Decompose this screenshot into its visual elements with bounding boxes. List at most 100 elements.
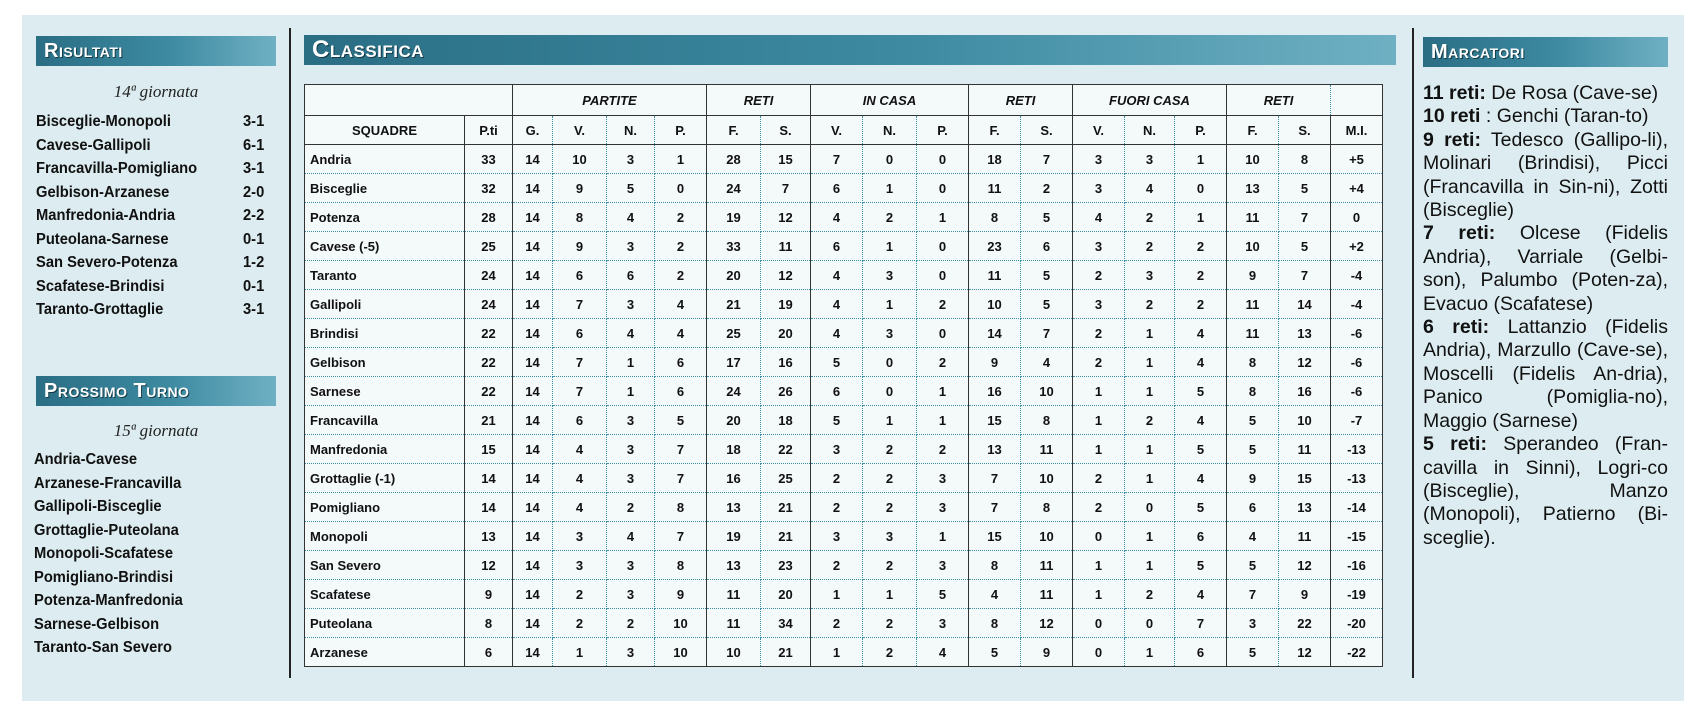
risultato-match: San Severo-Potenza [36, 254, 178, 271]
stat-cell: 7 [968, 463, 1021, 493]
stat-cell: 6 [654, 376, 707, 406]
stat-cell: 2 [862, 434, 917, 464]
stat-cell: 14 [512, 405, 553, 435]
stat-cell: 1 [916, 521, 969, 551]
stat-cell: 3 [916, 608, 969, 638]
stat-cell: 2 [862, 608, 917, 638]
stat-cell: 0 [1072, 608, 1125, 638]
column-header: N. [1124, 115, 1175, 145]
stat-cell: 2 [862, 202, 917, 232]
stat-cell: 5 [1278, 173, 1331, 203]
column-header: V. [810, 115, 863, 145]
stat-cell: 10 [968, 289, 1021, 319]
stat-cell: 22 [464, 318, 513, 348]
team-name: Gelbison [304, 347, 465, 377]
stat-cell: 4 [552, 463, 607, 493]
stat-cell: 2 [1072, 260, 1125, 290]
stat-cell: 5 [810, 405, 863, 435]
stat-cell: 9 [968, 347, 1021, 377]
stat-cell: 0 [862, 376, 917, 406]
stat-cell: 7 [1278, 202, 1331, 232]
stat-cell: 6 [810, 173, 863, 203]
stat-cell: 9 [1020, 637, 1073, 667]
stat-cell: 14 [464, 463, 513, 493]
classifica-table: PARTITE RETI IN CASA RETI FUORI CASA RETI SQUA… [304, 84, 1383, 667]
stat-cell: 0 [862, 144, 917, 174]
column-header: S. [760, 115, 811, 145]
stat-cell: 2 [606, 608, 655, 638]
stat-cell: 0 [916, 231, 969, 261]
team-name: Arzanese [304, 637, 465, 667]
stat-cell: 21 [706, 289, 761, 319]
stat-cell: 8 [654, 492, 707, 522]
stat-cell: 5 [1278, 231, 1331, 261]
team-name: Gallipoli [304, 289, 465, 319]
stat-cell: 1 [916, 202, 969, 232]
stat-cell: 12 [1278, 550, 1331, 580]
stat-cell: 11 [1020, 434, 1073, 464]
team-name: Manfredonia [304, 434, 465, 464]
stat-cell: 2 [916, 289, 969, 319]
stat-cell: 3 [606, 637, 655, 667]
prossimo-match: Sarnese-Gelbison [34, 615, 160, 633]
table-row: Andria 33 14 10 3 1 28 15 7 0 0 18 7 3 3 1 10 8 +5 [304, 144, 1383, 174]
classifica-header: Classifica [304, 35, 1396, 65]
stat-cell: -13 [1330, 434, 1383, 464]
stat-cell: 1 [1174, 144, 1227, 174]
stat-cell: 3 [916, 492, 969, 522]
stat-cell: 4 [810, 260, 863, 290]
stat-cell: 2 [1124, 231, 1175, 261]
column-header: SQUADRE [304, 115, 465, 145]
stat-cell: 2 [862, 492, 917, 522]
prossimo-match: Arzanese-Francavilla [34, 474, 182, 492]
stat-cell: 9 [552, 173, 607, 203]
team-name: Taranto [304, 260, 465, 290]
stat-cell: +4 [1330, 173, 1383, 203]
table-row: Scafatese 9 14 2 3 9 11 20 1 1 5 4 11 1 2 4 7 9 -19 [304, 579, 1383, 609]
stat-cell: 11 [1278, 521, 1331, 551]
stat-cell: 16 [968, 376, 1021, 406]
stat-cell: 24 [464, 260, 513, 290]
column-header: P. [916, 115, 969, 145]
stat-cell: 5 [1020, 289, 1073, 319]
stat-cell: 3 [916, 550, 969, 580]
stat-cell: 3 [606, 405, 655, 435]
stat-cell: 3 [862, 260, 917, 290]
stat-cell: 14 [512, 202, 553, 232]
stat-cell: 23 [760, 550, 811, 580]
prossimo-match: Monopoli-Scafatese [34, 545, 174, 562]
column-header: V. [1072, 115, 1125, 145]
group-header: FUORI CASA [1072, 84, 1227, 116]
stat-cell: -6 [1330, 318, 1383, 348]
stat-cell: 4 [1124, 173, 1175, 203]
stat-cell: 2 [552, 579, 607, 609]
stat-cell: 7 [654, 521, 707, 551]
stat-cell: 5 [1226, 550, 1279, 580]
table-row: Monopoli 13 14 3 4 7 19 21 3 3 1 15 10 0 1 6 4 11 -15 [304, 521, 1383, 551]
table-row: Francavilla 21 14 6 3 5 20 18 5 1 1 15 8 1 2 4 5 10 -7 [304, 405, 1383, 435]
stat-cell: 22 [760, 434, 811, 464]
risultato-match: Manfredonia-Andria [36, 207, 176, 224]
stat-cell: 0 [916, 144, 969, 174]
stat-cell: 12 [1020, 608, 1073, 638]
stat-cell: 2 [862, 463, 917, 493]
risultato-row: Manfredonia-Andria 2-2 [36, 204, 271, 228]
stat-cell: 9 [1226, 463, 1279, 493]
stat-cell: 6 [606, 260, 655, 290]
stat-cell: 2 [1174, 289, 1227, 319]
stat-cell: 0 [1072, 637, 1125, 667]
stat-cell: 3 [606, 231, 655, 261]
stat-cell: 0 [1330, 202, 1383, 232]
stat-cell: 8 [968, 608, 1021, 638]
stat-cell: 10 [654, 608, 707, 638]
stat-cell: 20 [760, 579, 811, 609]
stat-cell: 1 [1124, 463, 1175, 493]
stat-cell: 10 [1278, 405, 1331, 435]
marcatori-list: 11 reti: De Rosa (Cave-se) 10 reti : Genc… [1423, 82, 1668, 550]
stat-cell: 14 [464, 492, 513, 522]
stat-cell: 2 [916, 347, 969, 377]
stat-cell: 5 [654, 405, 707, 435]
stat-cell: 11 [968, 260, 1021, 290]
stat-cell: 16 [706, 463, 761, 493]
stat-cell: 6 [552, 405, 607, 435]
